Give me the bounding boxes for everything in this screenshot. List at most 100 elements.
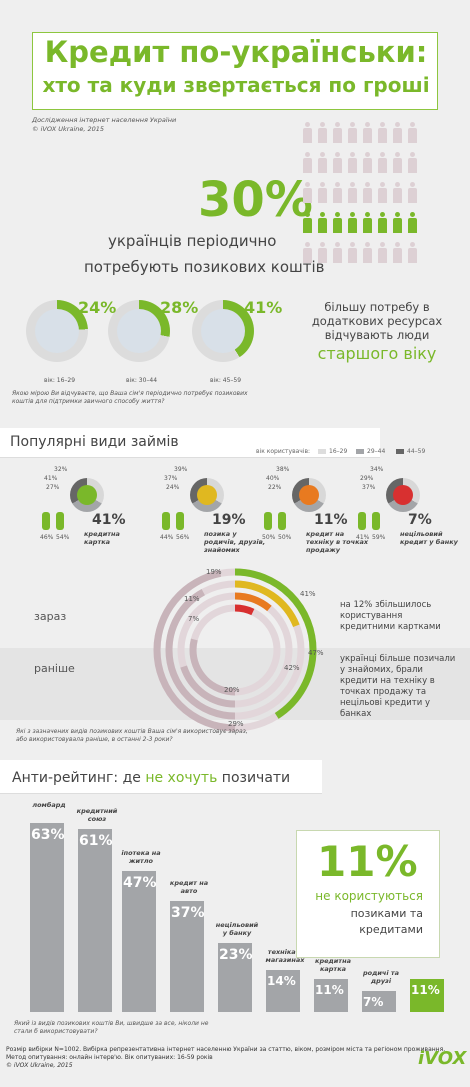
arc-before-2: 42% xyxy=(284,664,300,672)
age-donut-3 xyxy=(192,300,254,362)
loan-age-pct: 38% xyxy=(276,466,290,473)
arc-now xyxy=(165,580,305,720)
person-icon xyxy=(407,152,417,173)
bar-value: 14% xyxy=(267,974,296,988)
loan-label: нецільовий кредит у банку xyxy=(400,530,458,546)
loan-gender-pct: 59% xyxy=(372,534,386,541)
section2-title: Популярні види займів xyxy=(10,434,179,450)
bar-label: кредитна картка xyxy=(315,957,351,973)
person-icon xyxy=(392,152,402,173)
legend-2: 29–44 xyxy=(367,448,386,455)
arc-now-2: 11% xyxy=(184,595,200,603)
no-loans-box: 11% не користуються позиками та кредитам… xyxy=(296,830,440,958)
section3-header xyxy=(0,760,322,794)
legend-label: вік користувачів: xyxy=(256,448,311,455)
need-text: більшу потребу в додаткових ресурсах від… xyxy=(311,300,443,342)
person-icon xyxy=(377,242,387,263)
person-icon xyxy=(407,242,417,263)
before-label: раніше xyxy=(34,662,75,675)
age-label-1: вік: 16–29 xyxy=(44,377,76,384)
bar-label: техніка у магазинах xyxy=(265,948,305,964)
gender-icons xyxy=(160,512,190,532)
question-3: Який із видів позикових коштів Ви, швидш… xyxy=(14,1020,209,1035)
loan-gender-pct: 44% xyxy=(160,534,174,541)
bar xyxy=(218,943,252,1012)
bar-value: 11% xyxy=(315,983,344,997)
arc-now xyxy=(177,592,293,708)
loan-age-pct: 37% xyxy=(164,475,178,482)
person-icon xyxy=(407,182,417,203)
person-icon xyxy=(347,122,357,143)
person-icon xyxy=(332,242,342,263)
loan-gender-pct: 50% xyxy=(278,534,292,541)
person-icon xyxy=(392,212,402,233)
person-icon xyxy=(392,242,402,263)
arc-before xyxy=(165,580,305,720)
question-2: Які з зазначених видів позикових коштів … xyxy=(16,728,248,743)
person-icon xyxy=(362,122,372,143)
bar-value: 63% xyxy=(31,827,65,843)
bar-label: кредит на авто xyxy=(169,879,209,895)
person-icon xyxy=(347,182,357,203)
person-icon xyxy=(377,122,387,143)
loan-age-pct: 40% xyxy=(266,475,280,482)
loan-pct: 7% xyxy=(408,512,432,528)
loan-gender-pct: 46% xyxy=(40,534,54,541)
hero-percent: 30% xyxy=(198,172,313,228)
arc-chart xyxy=(153,568,317,732)
loan-gender-pct: 50% xyxy=(262,534,276,541)
bar-value: 47% xyxy=(123,875,157,891)
source-copyright: © iVOX Ukraine, 2015 xyxy=(32,125,105,133)
person-icon xyxy=(362,152,372,173)
arc-now xyxy=(153,568,317,732)
loan-pct: 41% xyxy=(92,512,126,528)
section3-title: Анти-рейтинг: де не хочуть позичати xyxy=(12,770,290,786)
now-label: зараз xyxy=(34,610,67,623)
person-icon xyxy=(407,122,417,143)
loan-age-pct: 34% xyxy=(370,466,384,473)
bar-value: 61% xyxy=(79,833,113,849)
hero-line1: українців періодично xyxy=(108,232,277,250)
person-icon xyxy=(362,182,372,203)
loan-label: позика у родичів, друзів, знайомих xyxy=(204,530,266,554)
need-highlight: старшого віку xyxy=(317,344,437,363)
loan-icon xyxy=(190,478,224,512)
person-icon xyxy=(377,152,387,173)
arc-before-4: 29% xyxy=(228,720,244,728)
person-icon xyxy=(362,242,372,263)
no-loans-pct: 11% xyxy=(317,837,418,886)
bar xyxy=(122,871,156,1012)
person-icon xyxy=(317,122,327,143)
arc-before xyxy=(153,568,317,732)
loan-gender-pct: 41% xyxy=(356,534,370,541)
person-icon xyxy=(392,122,402,143)
person-icon xyxy=(317,212,327,233)
person-icon xyxy=(317,152,327,173)
no-loans-line3: кредитами xyxy=(359,923,423,936)
bar-value: 11% xyxy=(411,983,440,997)
age-pct-2: 28% xyxy=(160,298,199,317)
gender-icons xyxy=(40,512,70,532)
ivox-logo: iVOX xyxy=(418,1048,467,1069)
person-icon xyxy=(302,152,312,173)
person-icon xyxy=(302,242,312,263)
section2-header xyxy=(0,428,380,458)
age-pct-1: 24% xyxy=(78,298,117,317)
loan-age-pct: 32% xyxy=(54,466,68,473)
person-icon xyxy=(377,212,387,233)
arc-before xyxy=(177,592,293,708)
footer-line1: Розмір вибірки N=1002. Вибірка репрезент… xyxy=(6,1046,446,1053)
footer-line3: © iVOX Ukraine, 2015 xyxy=(6,1062,73,1069)
loan-age-pct: 22% xyxy=(268,484,282,491)
person-icon xyxy=(377,182,387,203)
bar xyxy=(30,823,64,1012)
person-icon xyxy=(347,242,357,263)
person-icon xyxy=(332,122,342,143)
page-title: Кредит по-українськи: xyxy=(44,35,428,69)
legend-3: 44–59 xyxy=(407,448,426,455)
age-donut-2 xyxy=(108,300,170,362)
bar-label: родичі та друзі xyxy=(362,969,400,985)
age-label-2: вік: 30–44 xyxy=(126,377,158,384)
person-icon xyxy=(392,182,402,203)
loan-label: кредит на техніку в точках продажу xyxy=(306,530,369,554)
